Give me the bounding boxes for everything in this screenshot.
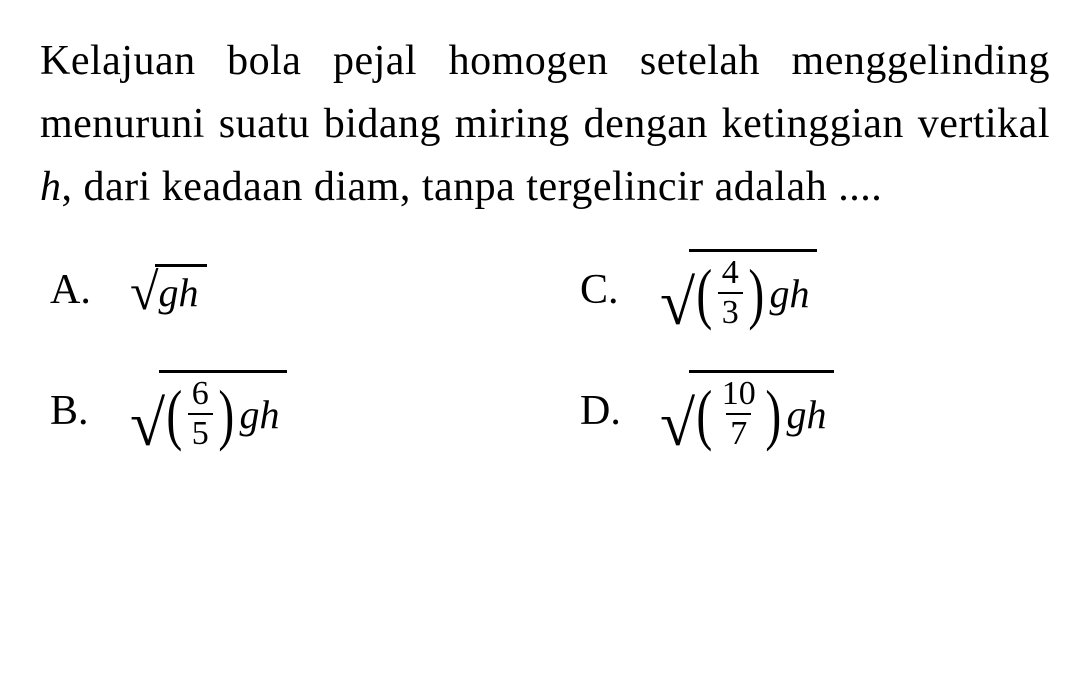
- radical-sign: √: [660, 277, 695, 328]
- gh-variable: gh: [786, 391, 826, 438]
- option-b-label: B.: [50, 387, 100, 435]
- option-b: B. √ ( 6 5 ) gh: [50, 370, 520, 451]
- option-a: A. √ gh: [50, 249, 520, 330]
- gh-variable: gh: [239, 391, 279, 438]
- option-b-expression: √ ( 6 5 ) gh: [130, 370, 287, 451]
- gh-variable: gh: [769, 270, 809, 317]
- sqrt-content: ( 4 3 ) gh: [689, 249, 817, 330]
- radical-sign: √: [660, 398, 695, 449]
- left-paren-icon: (: [697, 266, 713, 320]
- sqrt-content: ( 10 7 ) gh: [689, 370, 834, 451]
- options-container: A. √ gh C. √ ( 4 3 ) gh: [40, 249, 1050, 451]
- numerator: 6: [188, 377, 213, 413]
- gh-variable: gh: [159, 269, 199, 316]
- sqrt-content: gh: [155, 264, 207, 316]
- option-a-expression: √ gh: [130, 264, 207, 316]
- right-paren-icon: ): [748, 266, 764, 320]
- right-paren-icon: ): [765, 387, 781, 441]
- right-paren-icon: ): [218, 387, 234, 441]
- option-d-label: D.: [580, 387, 630, 435]
- question-part-1: Kelajuan bola pejal homogen setelah meng…: [40, 38, 1050, 147]
- option-a-label: A.: [50, 266, 100, 314]
- sqrt-content: ( 6 5 ) gh: [159, 370, 287, 451]
- option-c-expression: √ ( 4 3 ) gh: [660, 249, 817, 330]
- option-c-label: C.: [580, 266, 630, 314]
- variable-h: h: [40, 164, 62, 210]
- fraction: 4 3: [718, 256, 743, 330]
- sqrt-icon: √ ( 4 3 ) gh: [660, 249, 817, 330]
- question-text: Kelajuan bola pejal homogen setelah meng…: [40, 30, 1050, 219]
- sqrt-icon: √ ( 6 5 ) gh: [130, 370, 287, 451]
- radical-sign: √: [130, 398, 165, 449]
- fraction: 10 7: [718, 377, 760, 451]
- left-paren-icon: (: [167, 387, 183, 441]
- option-d: D. √ ( 10 7 ) gh: [580, 370, 1050, 451]
- fraction: 6 5: [188, 377, 213, 451]
- question-part-2: , dari keadaan diam, tanpa tergelincir a…: [62, 164, 883, 210]
- numerator: 4: [718, 256, 743, 292]
- denominator: 7: [726, 413, 751, 451]
- option-d-expression: √ ( 10 7 ) gh: [660, 370, 834, 451]
- option-c: C. √ ( 4 3 ) gh: [580, 249, 1050, 330]
- sqrt-icon: √ gh: [130, 264, 207, 316]
- sqrt-icon: √ ( 10 7 ) gh: [660, 370, 834, 451]
- numerator: 10: [718, 377, 760, 413]
- left-paren-icon: (: [697, 387, 713, 441]
- denominator: 5: [188, 413, 213, 451]
- radical-sign: √: [130, 272, 159, 314]
- denominator: 3: [718, 292, 743, 330]
